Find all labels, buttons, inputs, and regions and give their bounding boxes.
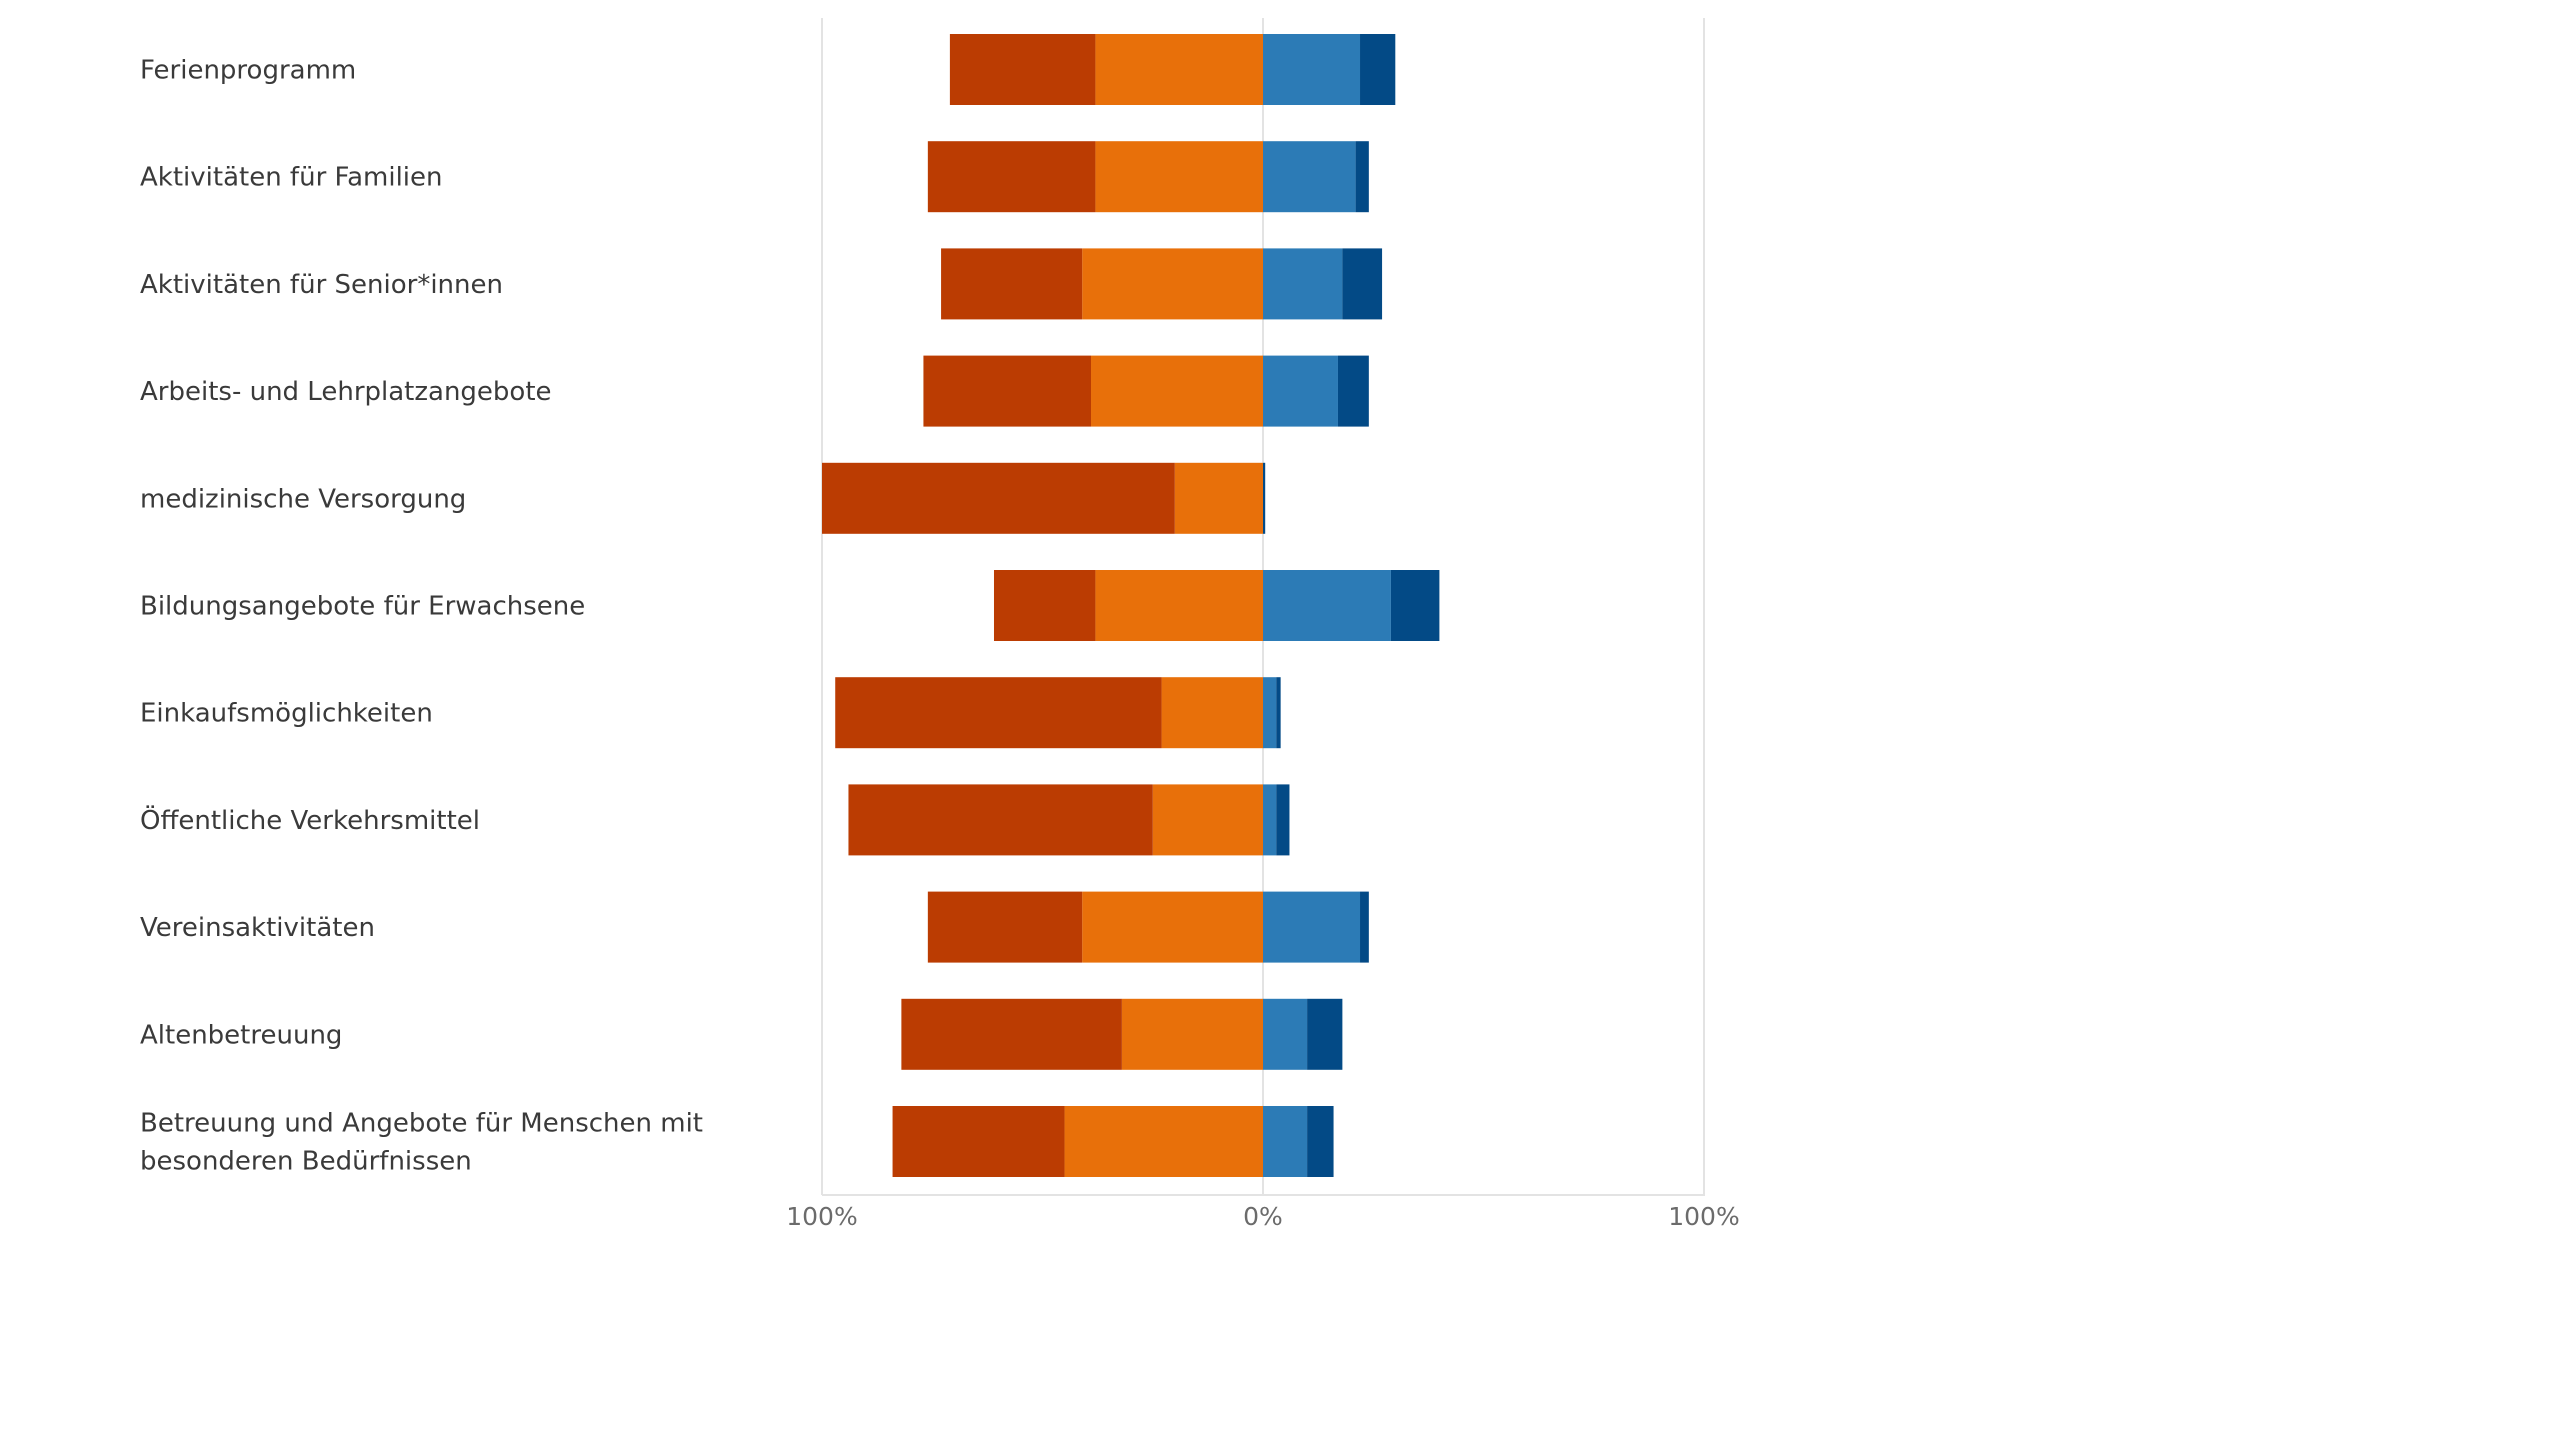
- bar-segment: [1082, 248, 1263, 320]
- bar-segment: [993, 570, 1096, 641]
- bar-segment: [941, 248, 1083, 320]
- bar-segment: [835, 677, 1162, 749]
- bar-segment: [848, 784, 1153, 856]
- bar-segment: [1095, 141, 1263, 213]
- category-label-line: Einkaufsmöglichkeiten: [140, 699, 433, 729]
- category-label: Ferienprogramm: [140, 56, 356, 86]
- bar-segment: [1263, 784, 1277, 856]
- x-tick-label: 0%: [1243, 1202, 1283, 1231]
- category-label-line: Altenbetreuung: [140, 1020, 342, 1050]
- category-label: Einkaufsmöglichkeiten: [140, 699, 433, 729]
- bar-segment: [1161, 677, 1263, 749]
- bar-segment: [1307, 998, 1343, 1070]
- bar-segment: [1121, 998, 1263, 1070]
- bar-segment: [1307, 1106, 1334, 1177]
- category-label-line: besonderen Bedürfnissen: [140, 1147, 472, 1177]
- category-label: Öffentliche Verkehrsmittel: [140, 804, 480, 836]
- category-label: Bildungsangebote für Erwachsene: [140, 592, 585, 622]
- bar-segment: [1337, 355, 1369, 427]
- category-label-line: medizinische Versorgung: [140, 484, 466, 514]
- bar-segment: [1263, 891, 1361, 963]
- bar-segment: [1174, 462, 1263, 534]
- category-label: Altenbetreuung: [140, 1020, 342, 1050]
- bar-segment: [949, 34, 1096, 105]
- bar-segment: [1091, 355, 1263, 427]
- bar-segment: [1263, 141, 1356, 213]
- bar-segment: [1263, 462, 1266, 534]
- category-label-line: Arbeits- und Lehrplatzangebote: [140, 377, 552, 407]
- bar-segment: [1263, 34, 1361, 105]
- category-label-line: Bildungsangebote für Erwachsene: [140, 592, 585, 622]
- category-label: Arbeits- und Lehrplatzangebote: [140, 377, 552, 407]
- bar-segment: [1276, 784, 1290, 856]
- bar-segment: [1390, 570, 1440, 641]
- bar-segment: [1276, 677, 1281, 749]
- bar-segment: [923, 355, 1092, 427]
- bar-segment: [927, 891, 1083, 963]
- bar-segment: [1152, 784, 1263, 856]
- category-label-line: Aktivitäten für Senior*innen: [140, 270, 503, 300]
- bar-segment: [1360, 34, 1396, 105]
- category-label: Aktivitäten für Familien: [140, 163, 443, 193]
- category-label-line: Ferienprogramm: [140, 56, 356, 86]
- category-label: Betreuung und Angebote für Menschen mit b…: [140, 1109, 703, 1177]
- category-label-line: Aktivitäten für Familien: [140, 163, 443, 193]
- category-label-line: Öffentliche Verkehrsmittel: [140, 804, 480, 836]
- bar-segment: [1095, 34, 1263, 105]
- category-label-line: Betreuung und Angebote für Menschen mit: [140, 1109, 703, 1139]
- bar-segment: [1263, 677, 1277, 749]
- category-label: Vereinsaktivitäten: [140, 913, 375, 943]
- bar-segment: [1263, 248, 1343, 320]
- bar-segment: [1064, 1106, 1263, 1177]
- bar-segment: [1263, 355, 1338, 427]
- x-tick-label: 100%: [1668, 1202, 1739, 1231]
- category-label: Aktivitäten für Senior*innen: [140, 270, 503, 300]
- bar-segment: [901, 998, 1122, 1070]
- category-label: medizinische Versorgung: [140, 484, 466, 514]
- bar-segment: [1360, 891, 1369, 963]
- bar-segment: [1342, 248, 1383, 320]
- bar-segment: [1263, 998, 1308, 1070]
- bar-segment: [892, 1106, 1065, 1177]
- x-tick-label: 100%: [786, 1202, 857, 1231]
- bar-segment: [1355, 141, 1369, 213]
- bar-segment: [1263, 570, 1391, 641]
- bar-segment: [1095, 570, 1263, 641]
- bar-segment: [1263, 1106, 1308, 1177]
- bar-segment: [927, 141, 1096, 213]
- bar-segment: [1082, 891, 1263, 963]
- bar-segment: [822, 462, 1175, 534]
- category-label-line: Vereinsaktivitäten: [140, 913, 375, 943]
